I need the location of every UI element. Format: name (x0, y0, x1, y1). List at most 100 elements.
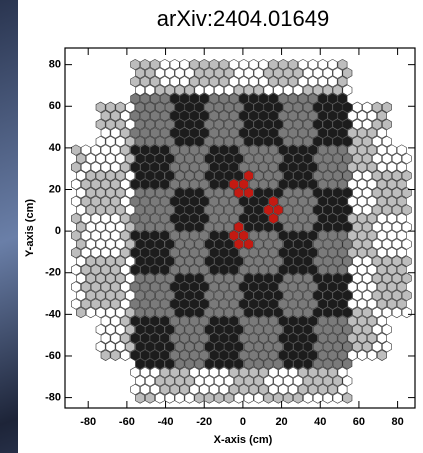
hex-cell (263, 255, 274, 267)
hex-cell (367, 281, 378, 293)
hex-cell (115, 118, 126, 131)
hex-cell (367, 332, 378, 344)
hex-cell (95, 204, 106, 216)
hex-cell (342, 323, 353, 336)
hex-cell (150, 93, 160, 105)
hex-cell (377, 161, 387, 173)
hex-cell (140, 298, 150, 310)
hex-cell (347, 229, 358, 242)
hex-cell (184, 392, 195, 404)
hex-cell (159, 212, 170, 225)
hex-cell (352, 272, 363, 284)
hex-cell (307, 315, 318, 327)
hex-cell (100, 247, 111, 259)
hex-cell (184, 152, 195, 165)
hex-cell (268, 281, 279, 293)
hex-cell (120, 144, 131, 156)
hex-cell (169, 281, 180, 293)
hex-cell (303, 358, 313, 370)
hex-cell (312, 358, 323, 370)
hex-cell (174, 392, 185, 404)
hex-cell (238, 110, 249, 122)
hex-cell (342, 84, 353, 96)
hex-cell (140, 349, 150, 361)
hex-cell (214, 152, 224, 165)
hex-cell (130, 315, 141, 327)
hex-cell (155, 170, 165, 182)
hex-cell (105, 170, 116, 182)
hex-cell (317, 75, 328, 88)
hex-cell (100, 212, 111, 225)
hex-cell (288, 315, 299, 327)
hex-cell (233, 272, 244, 284)
hex-cell (159, 298, 170, 310)
hex-cell (238, 264, 249, 276)
hex-cell (150, 264, 160, 276)
hex-cell (155, 204, 165, 216)
hex-cell (209, 195, 219, 208)
hex-cell (184, 238, 195, 250)
hex-cell (332, 204, 343, 216)
hex-cell (76, 255, 86, 267)
hex-cell (347, 212, 358, 225)
hex-cell (159, 93, 170, 105)
hex-cell (362, 135, 373, 148)
hex-cell (288, 281, 299, 293)
hex-cell (169, 349, 180, 361)
hex-cell (312, 272, 323, 284)
hex-cell (322, 118, 333, 131)
hex-cell (322, 221, 333, 233)
hex-cell (243, 170, 254, 182)
hex-cell (352, 118, 363, 131)
hex-cell (214, 187, 224, 199)
hex-cell (337, 58, 348, 71)
hex-cell (263, 289, 274, 302)
hex-cell (204, 341, 215, 353)
hex-cell (283, 67, 294, 79)
hex-cell (253, 204, 264, 216)
hex-cell (307, 298, 318, 310)
hex-cell (317, 247, 328, 259)
hex-cell (233, 101, 244, 113)
x-tick-label: -20 (196, 416, 212, 428)
hex-cell (298, 349, 308, 361)
hex-cell (396, 264, 407, 276)
hex-cell (327, 247, 338, 259)
hex-cell (317, 178, 328, 190)
hex-cell (115, 323, 126, 336)
hex-cell (164, 84, 175, 96)
hex-cell (342, 101, 353, 113)
hex-cell (120, 127, 131, 139)
hex-cell (110, 247, 121, 259)
hex-cell (184, 341, 195, 353)
hex-cell (219, 110, 229, 122)
hex-cell (194, 221, 205, 233)
hex-cell (80, 144, 91, 156)
hex-cell (332, 272, 343, 284)
hex-cell (115, 272, 126, 284)
hex-cell (391, 221, 402, 233)
hex-cell (120, 247, 131, 259)
hex-cell (347, 110, 358, 122)
hex-cell (194, 238, 205, 250)
hex-cell (199, 93, 210, 105)
hex-cell (273, 221, 284, 233)
hex-cell (377, 229, 387, 242)
hex-cell (150, 144, 160, 156)
hex-cell (238, 58, 249, 71)
hex-cell (283, 84, 294, 96)
hex-cell (381, 118, 392, 131)
hex-cell (130, 110, 141, 122)
hex-cell (342, 204, 353, 216)
hex-cell (396, 247, 407, 259)
hex-cell (214, 84, 224, 96)
hex-cell (372, 289, 382, 302)
hex-cell (278, 332, 289, 344)
hex-cell (130, 264, 141, 276)
hex-cell (391, 289, 402, 302)
hex-cell (377, 110, 387, 122)
hex-cell (337, 127, 348, 139)
hex-cell (100, 332, 111, 344)
hex-cell (243, 152, 254, 165)
hex-cell (155, 272, 165, 284)
